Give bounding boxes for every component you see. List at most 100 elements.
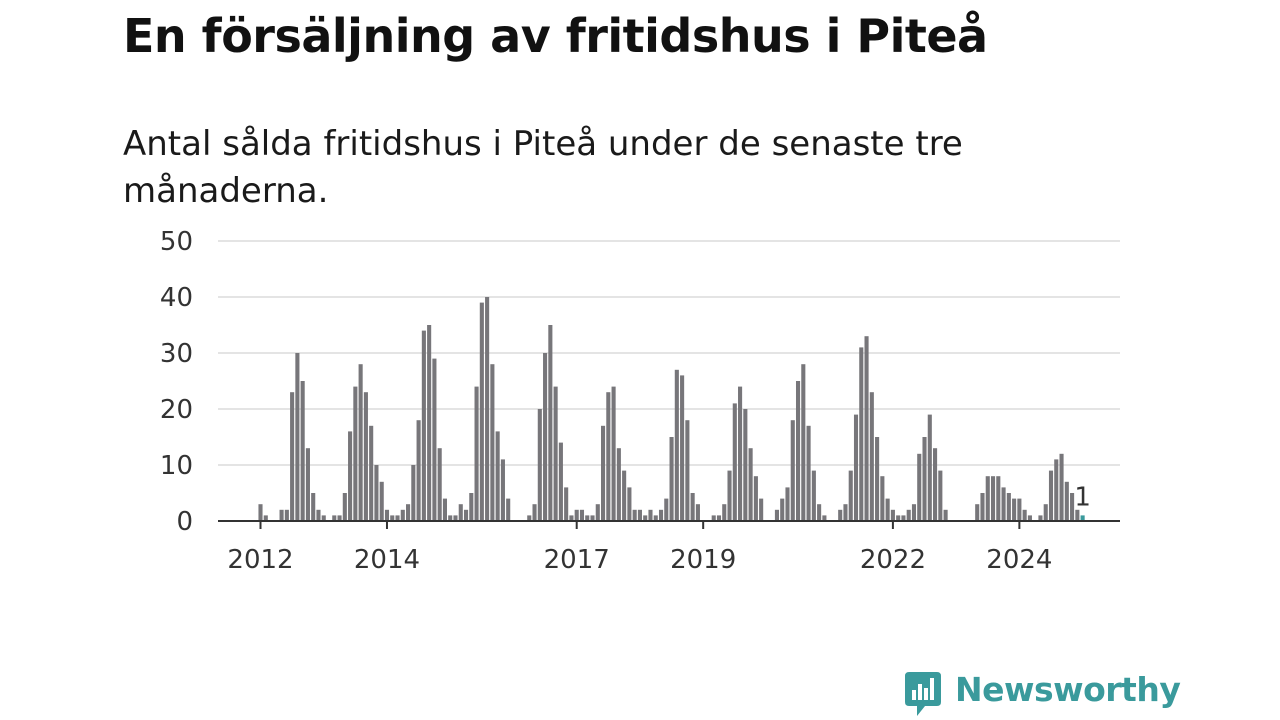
bar	[985, 476, 990, 521]
bar	[574, 509, 579, 521]
bar	[806, 425, 811, 521]
bar	[284, 509, 289, 521]
bar	[569, 515, 574, 521]
bar	[627, 487, 632, 521]
bar	[801, 364, 806, 521]
bar	[1027, 515, 1032, 521]
bar	[564, 487, 569, 521]
bar	[658, 509, 664, 521]
bar	[622, 470, 627, 521]
bar	[469, 493, 474, 521]
bar	[353, 386, 358, 521]
bar	[632, 509, 637, 521]
bar	[258, 504, 263, 521]
bar	[774, 509, 780, 521]
bar	[474, 386, 479, 521]
bar	[695, 504, 700, 521]
bar	[279, 509, 284, 521]
bar	[1070, 493, 1075, 521]
bar	[579, 509, 585, 521]
bar	[374, 465, 379, 521]
bar	[848, 470, 853, 521]
bar	[843, 504, 848, 521]
bar	[558, 442, 563, 521]
bar	[890, 509, 895, 521]
bar	[490, 364, 495, 521]
bar	[532, 504, 537, 521]
bar	[853, 414, 859, 521]
bar	[437, 448, 442, 521]
bar	[411, 465, 416, 521]
bar	[453, 515, 458, 521]
bar	[653, 515, 658, 521]
bar	[548, 325, 553, 521]
bar	[1038, 515, 1043, 521]
brand-logo[interactable]: Newsworthy	[903, 668, 1181, 720]
bar	[300, 381, 305, 521]
x-tick-label: 2024	[986, 545, 1052, 575]
bar	[479, 302, 484, 521]
bar	[1022, 509, 1027, 521]
bar	[495, 431, 500, 521]
bar	[838, 509, 843, 521]
bar	[1064, 481, 1069, 521]
x-tick-label: 2019	[670, 545, 736, 575]
bar	[448, 515, 453, 521]
bar	[395, 515, 400, 521]
bar	[537, 409, 542, 521]
bar	[901, 515, 906, 521]
bar	[790, 420, 795, 521]
bar	[384, 509, 390, 521]
bar	[311, 493, 316, 521]
bar	[664, 498, 669, 521]
bar	[780, 498, 785, 521]
bar	[585, 515, 590, 521]
newsworthy-logo-icon	[905, 672, 941, 716]
bar	[748, 448, 753, 521]
y-tick-label: 50	[160, 227, 193, 257]
bar	[911, 504, 917, 521]
bar	[885, 498, 890, 521]
chart-subtitle: Antal sålda fritidshus i Piteå under de …	[123, 124, 963, 211]
bar	[880, 476, 885, 521]
bar	[458, 504, 463, 521]
bar	[869, 392, 874, 521]
bar	[363, 392, 368, 521]
bar	[263, 515, 268, 521]
bar	[427, 325, 432, 521]
bar	[416, 420, 421, 521]
bar	[506, 498, 511, 521]
bar	[316, 509, 321, 521]
bar	[738, 386, 743, 521]
bar	[500, 459, 505, 521]
bar	[896, 515, 901, 521]
bar	[990, 476, 996, 521]
bar	[611, 386, 616, 521]
bar	[616, 448, 621, 521]
y-tick-label: 0	[176, 507, 193, 537]
bar	[606, 392, 611, 521]
bar	[822, 515, 827, 521]
bar	[996, 476, 1001, 521]
bar	[859, 347, 864, 521]
bar	[369, 425, 374, 521]
bar	[305, 448, 310, 521]
bar	[753, 476, 758, 521]
bar	[637, 509, 642, 521]
bar	[321, 515, 326, 521]
bar	[527, 515, 532, 521]
bar	[643, 515, 648, 521]
bar	[295, 353, 300, 521]
bar	[379, 481, 384, 521]
bar	[938, 470, 943, 521]
y-tick-label: 30	[160, 339, 193, 369]
bar	[590, 515, 595, 521]
bar	[342, 493, 347, 521]
bar	[732, 403, 737, 521]
y-tick-label: 20	[160, 395, 193, 425]
bar	[432, 358, 437, 521]
bar	[1043, 504, 1048, 521]
bar	[674, 369, 679, 521]
bar	[1075, 509, 1080, 521]
bar	[906, 509, 911, 521]
